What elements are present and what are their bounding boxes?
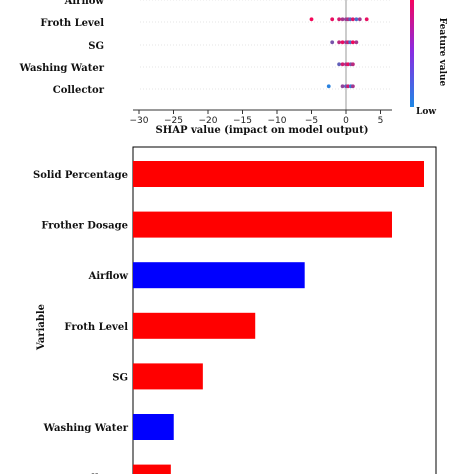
- shap-point: [310, 17, 314, 21]
- bar-washing-water: [133, 414, 174, 440]
- bar-label-solid-percentage: Solid Percentage: [33, 170, 128, 181]
- bar-y-axis-label: Variable: [36, 304, 47, 351]
- bar-label-sg: SG: [112, 372, 128, 383]
- shap-feature-label-airflow: Airflow: [64, 0, 105, 7]
- shap-colorbar-low-label: Low: [416, 107, 436, 117]
- shap-feature-label-froth-level: Froth Level: [40, 18, 104, 29]
- shap-point: [351, 40, 355, 44]
- shap-point: [351, 62, 355, 66]
- bar-label-airflow: Airflow: [88, 271, 129, 282]
- shap-point: [354, 40, 358, 44]
- shap-x-tick-label: −30: [130, 116, 149, 126]
- bar-frother-dosage: [133, 212, 392, 238]
- shap-summary-chart: Airflow Froth Level SG Washing Water Collect…: [19, 0, 447, 136]
- shap-point: [358, 17, 362, 21]
- bar-collector: [133, 465, 171, 474]
- shap-feature-gridlines: [140, 0, 392, 89]
- shap-feature-label-washing-water: Washing Water: [19, 63, 105, 74]
- shap-point: [337, 40, 341, 44]
- bar-label-froth-level: Froth Level: [64, 322, 128, 333]
- bar-label-frother-dosage: Frother Dosage: [41, 221, 128, 232]
- bar-marks: [133, 161, 424, 474]
- shap-point: [330, 17, 334, 21]
- shap-point: [351, 17, 355, 21]
- bar-plot-frame: [133, 147, 436, 474]
- shap-point: [337, 62, 341, 66]
- bar-solid-percentage: [133, 161, 424, 187]
- bar-froth-level: [133, 313, 255, 339]
- shap-colorbar: [410, 0, 414, 107]
- bar-label-washing-water: Washing Water: [43, 423, 129, 434]
- shap-colorbar-title: Feature value: [437, 18, 447, 87]
- shap-point: [337, 17, 341, 21]
- shap-point: [341, 84, 345, 88]
- bar-sg: [133, 363, 203, 389]
- shap-x-tick-label: 5: [378, 116, 384, 126]
- bar-category-labels: Solid Percentage Frother Dosage Airflow Fro…: [33, 170, 129, 474]
- shap-feature-label-sg: SG: [88, 41, 104, 52]
- shap-x-axis-label: SHAP value (impact on model output): [156, 125, 369, 136]
- shap-point: [341, 40, 345, 44]
- shap-point: [365, 17, 369, 21]
- shap-point: [341, 17, 345, 21]
- bar-airflow: [133, 262, 305, 288]
- shap-points: [310, 0, 372, 88]
- shap-feature-labels: Airflow Froth Level SG Washing Water Collect…: [19, 0, 105, 96]
- variable-importance-bar-chart: Solid Percentage Frother Dosage Airflow Fro…: [33, 147, 436, 474]
- shap-point: [330, 40, 334, 44]
- shap-point: [341, 62, 345, 66]
- shap-point: [327, 84, 331, 88]
- shap-feature-label-collector: Collector: [53, 85, 105, 96]
- shap-point: [351, 84, 355, 88]
- shap-point: [354, 17, 358, 21]
- shap-x-ticks: −30 −25 −20 −15 −10 −5 0 5: [130, 110, 384, 126]
